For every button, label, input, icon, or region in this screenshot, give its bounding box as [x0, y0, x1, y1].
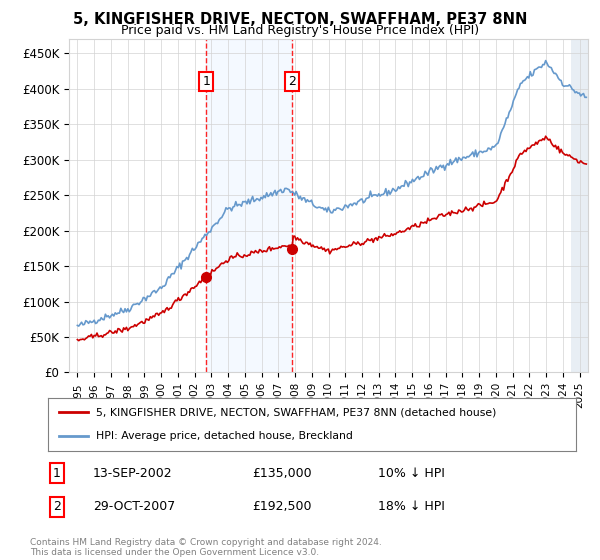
- Text: 1: 1: [53, 466, 61, 480]
- Text: 10% ↓ HPI: 10% ↓ HPI: [378, 466, 445, 480]
- Text: 2: 2: [288, 75, 296, 88]
- Text: 2: 2: [53, 500, 61, 514]
- Text: £135,000: £135,000: [252, 466, 311, 480]
- Text: HPI: Average price, detached house, Breckland: HPI: Average price, detached house, Brec…: [95, 431, 352, 441]
- Text: 29-OCT-2007: 29-OCT-2007: [93, 500, 175, 514]
- Text: 18% ↓ HPI: 18% ↓ HPI: [378, 500, 445, 514]
- Bar: [571, 39, 588, 372]
- Text: 13-SEP-2002: 13-SEP-2002: [93, 466, 173, 480]
- Text: 1: 1: [202, 75, 211, 88]
- Text: Price paid vs. HM Land Registry's House Price Index (HPI): Price paid vs. HM Land Registry's House …: [121, 24, 479, 36]
- Text: 5, KINGFISHER DRIVE, NECTON, SWAFFHAM, PE37 8NN: 5, KINGFISHER DRIVE, NECTON, SWAFFHAM, P…: [73, 12, 527, 27]
- Text: Contains HM Land Registry data © Crown copyright and database right 2024.
This d: Contains HM Land Registry data © Crown c…: [30, 538, 382, 557]
- Text: 5, KINGFISHER DRIVE, NECTON, SWAFFHAM, PE37 8NN (detached house): 5, KINGFISHER DRIVE, NECTON, SWAFFHAM, P…: [95, 408, 496, 418]
- Bar: [206, 39, 292, 372]
- Text: £192,500: £192,500: [252, 500, 311, 514]
